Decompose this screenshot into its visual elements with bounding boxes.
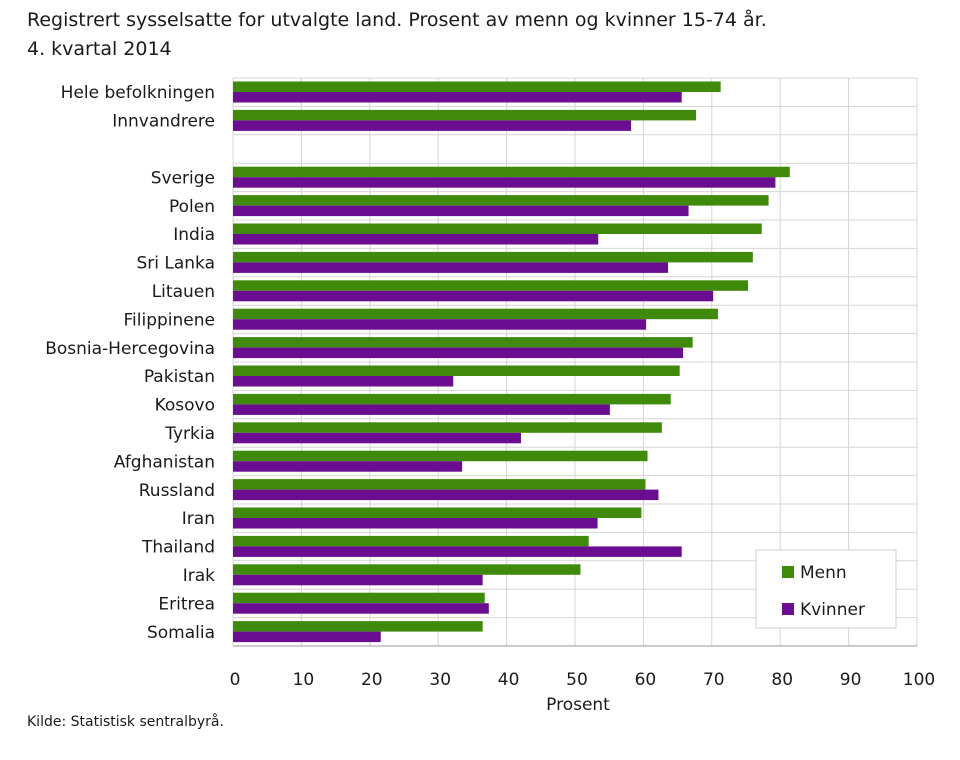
x-tick-label: 50 [566,670,588,690]
bar-kvinner [233,574,483,586]
bar-menn [233,479,646,490]
bar-menn [233,592,485,604]
bar-kvinner [233,461,463,472]
bar-menn [233,564,581,575]
x-tick-label: 60 [635,670,657,690]
bar-menn [233,507,642,518]
legend: Menn Kvinner [755,549,897,629]
category-label: India [173,225,215,245]
bar-kvinner [233,92,682,103]
chart-title-line1: Registrert sysselsatte for utvalgte land… [27,9,767,31]
legend-swatch [782,566,794,578]
bar-menn [233,81,721,92]
category-label: Polen [169,197,215,217]
bar-kvinner [233,603,489,614]
category-label: Thailand [141,538,215,558]
category-label: Bosnia-Hercegovina [45,339,215,359]
source-note: Kilde: Statistisk sentralbyrå. [27,714,224,730]
bar-kvinner [233,262,669,273]
bar-menn [233,280,749,291]
bar-kvinner [233,319,647,330]
bar-kvinner [233,489,659,501]
x-tick-label: 10 [293,670,315,690]
category-label: Innvandrere [112,112,215,132]
bar-kvinner [233,205,689,217]
category-label: Hele befolkningen [61,83,215,103]
bar-menn [233,166,790,178]
bar-menn [233,450,648,462]
category-label: Sverige [151,168,215,188]
x-tick-label: 90 [840,670,862,690]
legend-box [755,549,897,629]
bar-kvinner [233,290,714,302]
bar-menn [233,195,769,206]
category-label: Iran [182,509,215,529]
bar-menn [233,393,671,405]
bar-chart: Hele befolkningen Innvandrere Sverige Pole… [45,77,935,712]
chart-title-line2: 4. kvartal 2014 [27,38,172,60]
bar-kvinner [233,404,610,415]
bar-kvinner [233,347,684,359]
x-tick-label: 0 [230,670,241,690]
bar-kvinner [233,234,599,245]
bar-menn [233,621,483,632]
bar-kvinner [233,432,521,444]
x-tick-label: 30 [429,670,451,690]
bar-menn [233,365,680,376]
x-tick-label: 40 [498,670,520,690]
x-axis-label: Prosent [546,695,610,712]
category-label: Kosovo [155,396,215,416]
bar-kvinner [233,546,682,557]
legend-swatch [782,603,794,615]
bar-kvinner [233,120,632,131]
category-label: Filippinene [124,310,215,330]
category-label: Tyrkia [164,424,215,444]
bar-kvinner [233,177,776,188]
bar-kvinner [233,376,454,387]
bar-kvinner [233,518,598,529]
chart-title: Registrert sysselsatte for utvalgte land… [27,6,927,64]
bar-menn [233,337,693,348]
x-tick-label: 80 [771,670,793,690]
legend-label: Menn [800,563,847,583]
x-tick-label: 20 [361,670,383,690]
legend-label: Kvinner [800,600,865,620]
bar-menn [233,422,662,433]
category-label: Litauen [152,282,215,302]
bar-menn [233,535,589,547]
category-label: Irak [183,566,215,586]
category-label: Eritrea [158,594,215,614]
bar-menn [233,223,762,234]
bar-menn [233,308,718,320]
x-tick-label: 100 [903,670,935,690]
bar-menn [233,251,753,263]
category-label: Russland [139,481,215,501]
category-label: Afghanistan [114,452,215,472]
bar-menn [233,109,697,121]
bar-kvinner [233,631,381,643]
category-label: Pakistan [144,367,215,387]
category-label: Somalia [147,623,215,643]
x-tick-label: 70 [703,670,725,690]
category-label: Sri Lanka [136,254,215,274]
